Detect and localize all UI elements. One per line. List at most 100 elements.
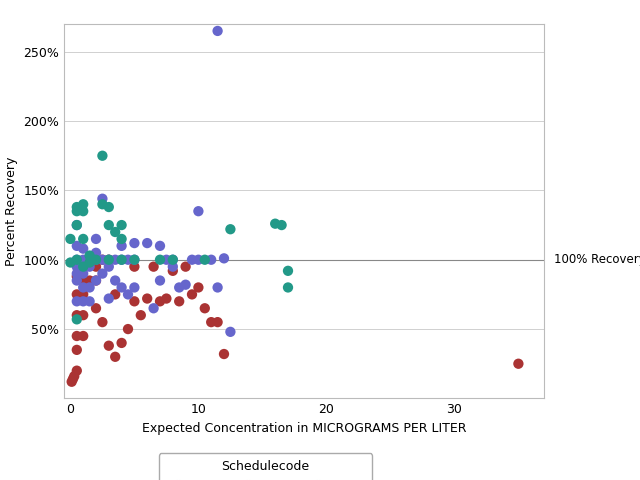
4433 <box>142 295 152 302</box>
Legend: 1433, 4433, 4434: 1433, 4433, 4434 <box>159 453 372 480</box>
4434 <box>72 221 82 229</box>
4433 <box>219 350 229 358</box>
1433 <box>78 284 88 291</box>
1433 <box>123 290 133 298</box>
4433 <box>72 332 82 340</box>
1433 <box>155 242 165 250</box>
4433 <box>193 284 204 291</box>
1433 <box>219 254 229 262</box>
4433 <box>72 273 82 280</box>
4433 <box>212 318 223 326</box>
4433 <box>69 372 79 380</box>
1433 <box>91 276 101 284</box>
4434 <box>200 256 210 264</box>
4433 <box>168 267 178 275</box>
4433 <box>123 325 133 333</box>
1433 <box>187 256 197 264</box>
1433 <box>116 284 127 291</box>
4433 <box>129 263 140 271</box>
4433 <box>110 290 120 298</box>
1433 <box>78 298 88 305</box>
4433 <box>91 263 101 271</box>
4433 <box>110 353 120 360</box>
4433 <box>161 295 172 302</box>
1433 <box>129 284 140 291</box>
1433 <box>78 245 88 252</box>
1433 <box>97 270 108 277</box>
4434 <box>65 259 76 266</box>
1433 <box>97 256 108 264</box>
1433 <box>78 270 88 277</box>
1433 <box>97 195 108 203</box>
4433 <box>78 263 88 271</box>
4433 <box>68 375 78 383</box>
4434 <box>72 315 82 323</box>
1433 <box>168 256 178 264</box>
1433 <box>72 270 82 277</box>
1433 <box>72 263 82 271</box>
4434 <box>116 221 127 229</box>
4434 <box>155 256 165 264</box>
1433 <box>148 304 159 312</box>
4434 <box>91 256 101 264</box>
1433 <box>84 298 95 305</box>
1433 <box>123 256 133 264</box>
4433 <box>78 312 88 319</box>
1433 <box>84 256 95 264</box>
4434 <box>225 226 236 233</box>
4433 <box>78 332 88 340</box>
4434 <box>65 235 76 243</box>
4434 <box>110 228 120 236</box>
4433 <box>116 339 127 347</box>
4433 <box>84 276 95 284</box>
4433 <box>187 290 197 298</box>
4433 <box>129 298 140 305</box>
4433 <box>78 276 88 284</box>
4433 <box>78 290 88 298</box>
4433 <box>67 378 77 385</box>
X-axis label: Expected Concentration in MICROGRAMS PER LITER: Expected Concentration in MICROGRAMS PER… <box>141 422 467 435</box>
4434 <box>78 263 88 271</box>
1433 <box>91 249 101 257</box>
4434 <box>78 207 88 215</box>
1433 <box>129 256 140 264</box>
4433 <box>72 346 82 354</box>
4433 <box>72 367 82 374</box>
4434 <box>116 256 127 264</box>
1433 <box>168 263 178 271</box>
1433 <box>72 298 82 305</box>
4433 <box>206 318 216 326</box>
4433 <box>513 360 524 368</box>
4434 <box>104 221 114 229</box>
1433 <box>155 276 165 284</box>
Point <box>212 27 223 35</box>
1433 <box>142 239 152 247</box>
4433 <box>148 263 159 271</box>
1433 <box>104 256 114 264</box>
4433 <box>155 298 165 305</box>
1433 <box>72 221 82 229</box>
1433 <box>84 284 95 291</box>
1433 <box>104 263 114 271</box>
4434 <box>276 221 287 229</box>
4433 <box>136 312 146 319</box>
1433 <box>72 242 82 250</box>
Y-axis label: Percent Recovery: Percent Recovery <box>4 156 18 266</box>
1433 <box>116 256 127 264</box>
Text: 100% Recovery: 100% Recovery <box>554 253 640 266</box>
1433 <box>129 239 140 247</box>
4433 <box>91 304 101 312</box>
4433 <box>97 318 108 326</box>
4434 <box>84 252 95 259</box>
4434 <box>97 201 108 208</box>
1433 <box>212 284 223 291</box>
1433 <box>206 256 216 264</box>
4434 <box>104 203 114 211</box>
4434 <box>84 259 95 266</box>
4434 <box>116 235 127 243</box>
1433 <box>116 242 127 250</box>
1433 <box>180 281 191 288</box>
1433 <box>91 256 101 264</box>
4434 <box>72 256 82 264</box>
4434 <box>270 220 280 228</box>
